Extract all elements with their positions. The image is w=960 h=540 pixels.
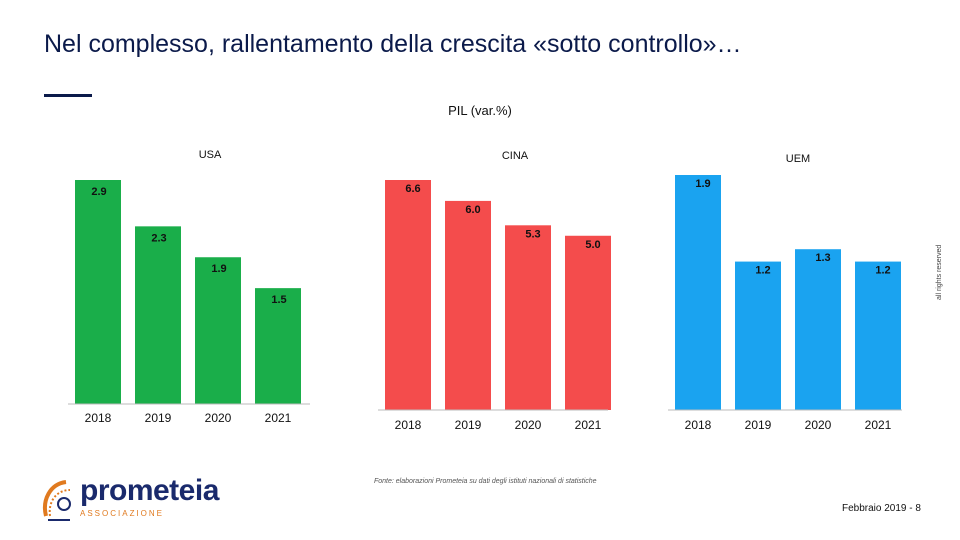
data-label-uem-2019: 1.2 — [755, 265, 770, 277]
bar-uem-2020 — [795, 249, 841, 410]
data-label-usa-2021: 1.5 — [271, 294, 286, 306]
chart-title-usa: USA — [199, 149, 222, 161]
data-label-usa-2018: 2.9 — [91, 186, 106, 198]
data-label-uem-2018: 1.9 — [695, 178, 710, 190]
data-label-cina-2021: 5.0 — [585, 239, 600, 251]
tick-label-uem-2019: 2019 — [745, 418, 772, 432]
bar-usa-2020 — [195, 257, 241, 404]
bar-uem-2021 — [855, 261, 901, 410]
data-label-uem-2020: 1.3 — [815, 252, 830, 264]
logo-name: prometeia — [80, 474, 219, 507]
data-label-usa-2019: 2.3 — [151, 232, 166, 244]
tick-label-usa-2021: 2021 — [265, 411, 292, 425]
tick-label-usa-2020: 2020 — [205, 411, 232, 425]
tick-label-usa-2019: 2019 — [145, 411, 172, 425]
tick-label-cina-2020: 2020 — [515, 418, 542, 432]
data-label-cina-2019: 6.0 — [465, 204, 480, 216]
page-title: Nel complesso, rallentamento della cresc… — [44, 30, 742, 58]
data-label-cina-2018: 6.6 — [405, 183, 420, 195]
tick-label-uem-2020: 2020 — [805, 418, 832, 432]
logo-icon — [43, 480, 71, 521]
tick-label-cina-2021: 2021 — [575, 418, 602, 432]
footer-date-page: Febbraio 2019 - 8 — [842, 503, 921, 514]
logo-subtitle: ASSOCIAZIONE — [80, 509, 165, 518]
chart-subtitle: PIL (var.%) — [448, 103, 512, 118]
chart-title-cina: CINA — [502, 150, 529, 162]
title-underline — [44, 94, 92, 97]
tick-label-usa-2018: 2018 — [85, 411, 112, 425]
bar-cina-2020 — [505, 225, 551, 410]
bar-cina-2018 — [385, 180, 431, 410]
bar-cina-2021 — [565, 235, 611, 410]
tick-label-uem-2018: 2018 — [685, 418, 712, 432]
bar-usa-2019 — [135, 226, 181, 404]
bar-usa-2021 — [255, 288, 301, 404]
bar-uem-2019 — [735, 261, 781, 410]
data-label-cina-2020: 5.3 — [525, 228, 540, 240]
data-label-usa-2020: 1.9 — [211, 263, 226, 275]
chart-title-uem: UEM — [786, 153, 810, 165]
data-label-uem-2021: 1.2 — [875, 265, 890, 277]
bar-uem-2018 — [675, 175, 721, 410]
tick-label-cina-2018: 2018 — [395, 418, 422, 432]
bar-cina-2019 — [445, 200, 491, 410]
tick-label-uem-2021: 2021 — [865, 418, 892, 432]
tick-label-cina-2019: 2019 — [455, 418, 482, 432]
prometeia-logo: prometeia ASSOCIAZIONE — [40, 474, 219, 524]
source-note: Fonte: elaborazioni Prometeia su dati de… — [374, 478, 597, 485]
bar-usa-2018 — [75, 180, 121, 404]
